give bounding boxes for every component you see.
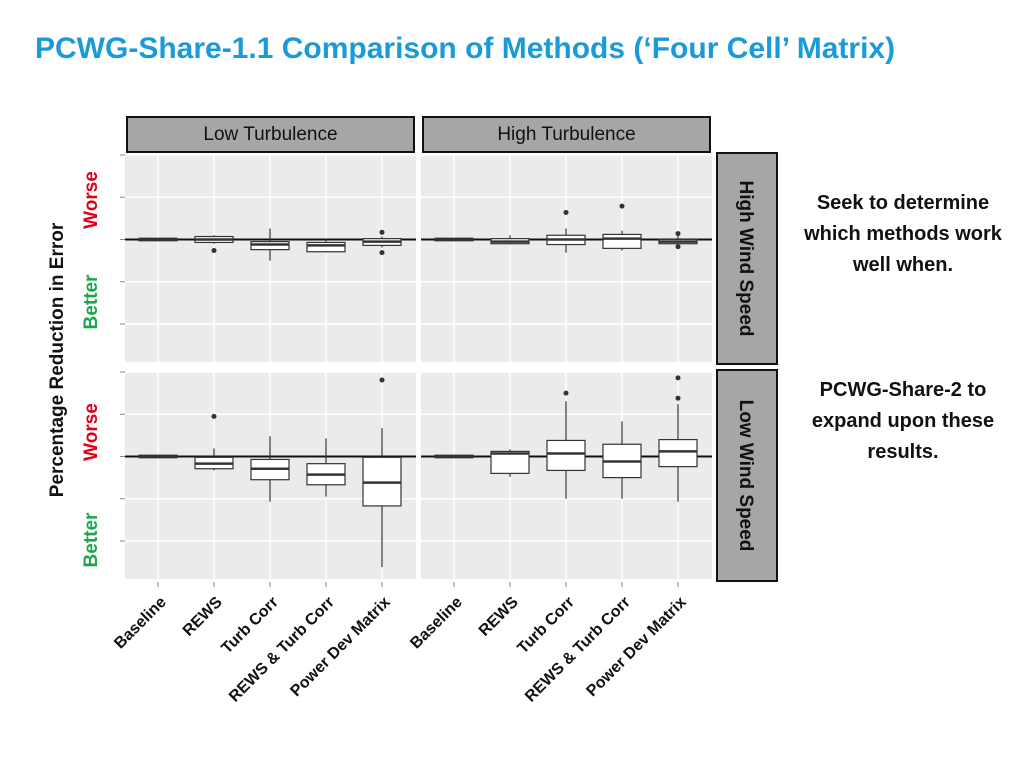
x-tick-label: Power Dev Matrix bbox=[287, 594, 393, 700]
outlier bbox=[675, 244, 681, 250]
facet-label: High Turbulence bbox=[497, 124, 635, 145]
facet-label: Low Turbulence bbox=[203, 124, 337, 145]
box bbox=[490, 450, 530, 474]
facet-strip bbox=[716, 152, 778, 365]
outlier bbox=[675, 375, 681, 381]
outlier bbox=[619, 203, 625, 209]
x-tick-label: Baseline bbox=[407, 594, 466, 653]
outlier bbox=[379, 377, 385, 383]
x-tick-label: REWS bbox=[476, 594, 522, 640]
facet-strip bbox=[126, 116, 415, 153]
note: PCWG-Share-2 to expand upon these result… bbox=[811, 379, 995, 463]
outlier bbox=[379, 250, 385, 256]
facet-label: High Wind Speed bbox=[735, 180, 756, 336]
outlier bbox=[211, 247, 217, 253]
x-tick-label: Baseline bbox=[111, 594, 170, 653]
slide-title: PCWG-Share-1.1 Comparison of Methods (‘F… bbox=[35, 32, 895, 65]
better-label: Better bbox=[81, 512, 102, 568]
y-axis-label: Percentage Reduction in Error bbox=[47, 222, 68, 497]
box bbox=[602, 233, 642, 249]
better-label: Better bbox=[81, 274, 102, 330]
outlier bbox=[379, 229, 385, 235]
x-tick-label: REWS & Turb Corr bbox=[522, 594, 634, 706]
box bbox=[658, 438, 698, 468]
worse-label: Worse bbox=[81, 403, 102, 461]
facet-label: Low Wind Speed bbox=[735, 400, 756, 552]
facet-strip bbox=[716, 369, 778, 582]
outlier bbox=[675, 395, 681, 401]
note: Seek to determine which methods work wel… bbox=[804, 192, 1002, 276]
outlier bbox=[675, 231, 681, 237]
worse-label: Worse bbox=[81, 171, 102, 229]
box bbox=[306, 241, 346, 253]
facet-strip bbox=[422, 116, 711, 153]
box bbox=[546, 439, 586, 472]
x-tick-label: REWS & Turb Corr bbox=[226, 594, 338, 706]
outlier bbox=[563, 209, 569, 215]
x-tick-label: Power Dev Matrix bbox=[583, 594, 689, 700]
x-tick-label: REWS bbox=[180, 594, 226, 640]
outlier bbox=[211, 413, 217, 419]
outlier bbox=[563, 390, 569, 396]
